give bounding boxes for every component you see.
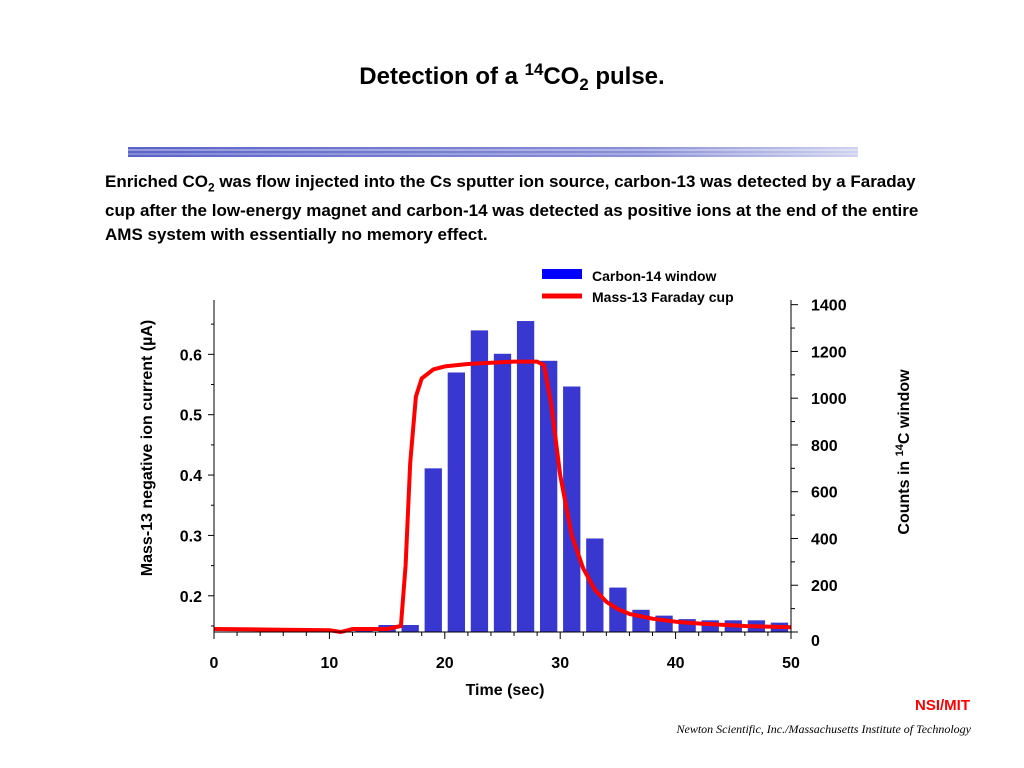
y-right-tick-label: 400	[811, 531, 838, 548]
c14-bar	[447, 372, 465, 632]
y-left-tick-label: 0.3	[180, 528, 202, 545]
c14-bar	[563, 386, 581, 632]
y-right-tick-label: 1200	[811, 344, 847, 361]
x-tick-label: 50	[782, 655, 800, 672]
x-tick-label: 20	[436, 655, 454, 672]
y-right-tick-label: 600	[811, 485, 838, 502]
y-right-tick-label: 1000	[811, 391, 847, 408]
y-right-tick-label: 1400	[811, 298, 847, 315]
org-label: NSI/MIT	[915, 697, 970, 714]
credit-line: Newton Scientific, Inc./Massachusetts In…	[676, 722, 971, 736]
line-layer	[213, 359, 792, 634]
title-text-mid: CO	[543, 63, 580, 90]
y-left-tick-label: 0.4	[180, 468, 202, 485]
slide-title: Detection of a 14CO2 pulse.	[0, 60, 1024, 95]
y-left-tick-label: 0.5	[180, 408, 202, 425]
legend-bar-label: Carbon-14 window	[592, 268, 717, 284]
c14-bar	[701, 620, 719, 632]
faraday-cup-line	[213, 359, 792, 634]
y-axis-right-label-post: C window	[896, 369, 913, 444]
c14-bar	[470, 330, 489, 632]
y-left-tick-label: 0.2	[180, 589, 202, 606]
legend-bar-swatch	[542, 269, 582, 279]
title-subscript: 2	[579, 74, 589, 94]
slide-description: Enriched CO2 was flow injected into the …	[105, 170, 935, 247]
x-tick-label: 40	[667, 655, 685, 672]
legend: Carbon-14 window Mass-13 Faraday cup	[542, 268, 734, 305]
x-tick-label: 0	[210, 655, 219, 672]
x-tick-label: 30	[551, 655, 569, 672]
c14-bar	[540, 360, 558, 632]
title-text-pre: Detection of a	[359, 63, 525, 90]
y-axis-right-label-pre: Counts in	[896, 456, 913, 534]
title-divider	[128, 147, 858, 157]
y-right-tick-label: 800	[811, 438, 838, 455]
x-tick-label: 10	[321, 655, 339, 672]
x-axis-label: Time (sec)	[466, 682, 545, 699]
y-right-tick-label: 0	[811, 633, 820, 650]
c14-bar	[586, 538, 604, 632]
axes-layer: 0 10 20 30 40 50 0.2 0.3 0.4 0.5 0.6 0 200 400 600 800 1…	[180, 298, 847, 672]
title-isotope-superscript: 14	[524, 60, 544, 79]
c14-bar	[424, 468, 442, 632]
y-axis-right-label: Counts in 14C window	[894, 369, 913, 535]
desc-text-pre: Enriched CO	[105, 172, 208, 191]
y-left-tick-label: 0.6	[180, 347, 202, 364]
y-right-tick-label: 200	[811, 578, 838, 595]
y-axis-right-label-sup: 14	[894, 443, 906, 456]
c14-bar	[516, 321, 535, 632]
desc-text-post: was flow injected into the Cs sputter io…	[105, 172, 919, 245]
c14-bar	[401, 624, 419, 632]
y-axis-left-label: Mass-13 negative ion current (µA)	[139, 320, 156, 576]
c14-bar	[493, 353, 512, 632]
title-text-post: pulse.	[588, 63, 665, 90]
desc-subscript: 2	[207, 180, 215, 195]
legend-line-label: Mass-13 Faraday cup	[592, 289, 734, 305]
